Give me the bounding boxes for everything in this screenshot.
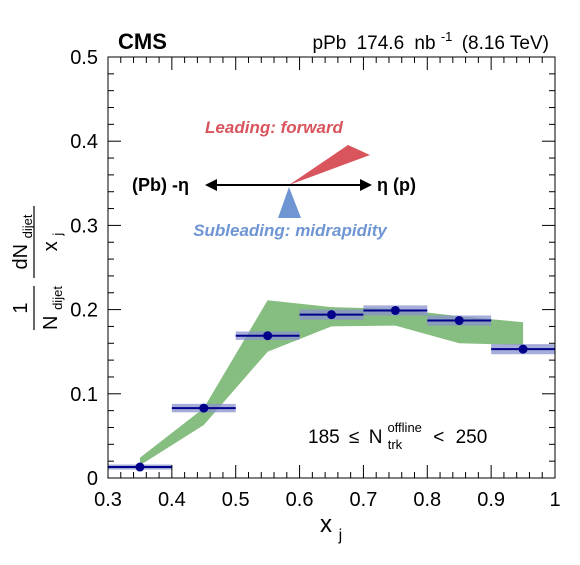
y-title-dn: dN dijet <box>10 214 35 269</box>
x-tick-label: 0.8 <box>413 489 441 511</box>
y-title-n-sub: dijet <box>50 286 65 310</box>
x-axis-title-base: x <box>320 511 332 538</box>
dataset-lumi-unit: nb <box>414 33 435 54</box>
y-title-n-base: N <box>40 315 62 329</box>
mult-n: N <box>369 427 383 448</box>
mult-low: 185 <box>308 427 340 448</box>
mult-lt: < <box>433 427 444 448</box>
leading-label: Leading: forward <box>205 118 344 137</box>
subleading-label: Subleading: midrapidity <box>193 221 388 240</box>
mult-high: 250 <box>456 427 488 448</box>
mult-sub: trk <box>388 437 403 452</box>
data-points-layer <box>108 305 555 472</box>
dataset-system: pPb <box>313 33 347 54</box>
y-title-xj-sub: j <box>50 233 65 237</box>
tick-labels-layer: 0.3 0.4 0.5 0.6 0.7 0.8 0.9 1 0 0.1 0.2 0.3 0.4 0.5 <box>70 47 560 511</box>
y-tick-label: 0.4 <box>70 131 98 153</box>
y-tick-label: 0.3 <box>70 215 98 237</box>
x-tick-label: 0.4 <box>158 489 186 511</box>
dataset-label: pPb 174.6 nb -1 (8.16 TeV) <box>313 25 550 54</box>
eta-arrow-right <box>360 179 372 191</box>
subleading-cone <box>278 187 301 218</box>
x-tick-label: 1 <box>549 489 560 511</box>
data-point <box>454 316 464 326</box>
x-axis-title-sub: j <box>338 527 343 544</box>
x-tick-label: 0.5 <box>222 489 250 511</box>
y-title-one: 1 <box>10 302 32 313</box>
tick-marks-layer <box>107 56 556 479</box>
y-tick-label: 0.1 <box>70 384 98 406</box>
experiment-label: CMS <box>118 29 167 54</box>
x-tick-label: 0.6 <box>286 489 314 511</box>
y-tick-label: 0 <box>87 468 98 490</box>
data-point <box>199 403 209 413</box>
data-point <box>518 344 528 354</box>
data-point <box>135 462 145 472</box>
y-title-n-dijet: N dijet <box>40 286 65 330</box>
data-point <box>327 310 336 320</box>
multiplicity-range: 185 ≤ N trk offline < 250 <box>308 416 487 454</box>
y-title-dn-sub: dijet <box>20 214 35 238</box>
x-tick-label: 0.9 <box>477 489 505 511</box>
right-eta-label: η (p) <box>377 175 416 195</box>
y-axis-title: 1 N dijet dN dijet x j <box>10 206 65 330</box>
plot-frame <box>107 56 556 479</box>
x-tick-label: 0.7 <box>350 489 378 511</box>
data-point <box>263 331 273 341</box>
y-title-xj: x j <box>40 233 65 252</box>
eta-schematic: Leading: forward (Pb) -η η (p) Subleadin… <box>132 118 416 240</box>
mult-le: ≤ <box>349 427 359 448</box>
x-axis-title: x j <box>320 511 342 544</box>
y-title-dn-base: dN <box>10 244 32 270</box>
y-title-xj-base: x <box>40 241 62 251</box>
dataset-lumi-value: 174.6 <box>357 33 405 54</box>
dataset-energy: (8.16 TeV) <box>462 33 549 54</box>
dataset-lumi-exponent: -1 <box>441 29 453 44</box>
eta-arrow-left <box>205 179 217 191</box>
y-tick-label: 0.5 <box>70 47 98 69</box>
mult-sup: offline <box>387 420 421 435</box>
left-eta-label: (Pb) -η <box>132 175 189 195</box>
leading-cone <box>289 145 370 185</box>
x-tick-label: 0.3 <box>94 489 122 511</box>
y-tick-label: 0.2 <box>70 300 98 322</box>
data-point <box>390 305 400 315</box>
